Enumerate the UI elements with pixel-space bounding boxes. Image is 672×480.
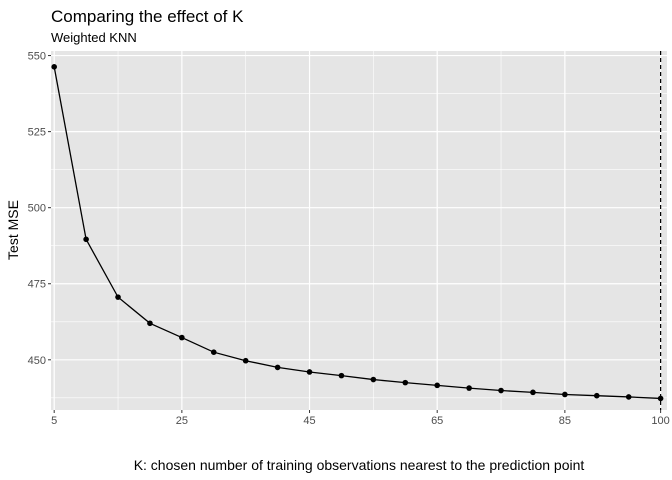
y-axis-ticks: 450 475 500 525 550: [28, 51, 51, 367]
y-tick-label: 450: [28, 355, 46, 367]
x-tick-label: 100: [651, 415, 669, 427]
data-point: [147, 320, 153, 327]
plot-panel: [51, 51, 667, 410]
data-point: [115, 294, 121, 300]
data-point: [51, 64, 57, 70]
data-point: [370, 376, 377, 383]
data-series: [51, 64, 664, 402]
data-point: [530, 389, 536, 396]
y-tick-label: 525: [28, 127, 46, 139]
data-point: [306, 369, 313, 375]
data-point: [83, 236, 89, 243]
data-point: [562, 391, 568, 398]
x-tick-label: 45: [303, 415, 315, 427]
y-axis-label: Test MSE: [5, 200, 21, 260]
data-point: [179, 334, 185, 341]
x-tick-label: 65: [431, 415, 443, 427]
y-tick-label: 500: [28, 203, 46, 215]
series-line: [53, 66, 661, 400]
chart-subtitle: Weighted KNN: [51, 30, 137, 45]
x-tick-label: 5: [51, 415, 57, 427]
x-axis-label: K: chosen number of training observation…: [134, 457, 585, 473]
x-tick-label: 85: [559, 415, 571, 427]
x-axis-ticks: 5 25 45 65 85 100: [51, 410, 670, 427]
data-point: [402, 379, 409, 386]
data-point: [657, 395, 664, 402]
data-point: [625, 394, 632, 400]
y-tick-label: 475: [28, 279, 46, 291]
data-point: [274, 364, 281, 371]
x-tick-label: 25: [176, 415, 188, 427]
data-point: [210, 349, 217, 355]
data-point: [466, 385, 472, 391]
data-point: [338, 372, 345, 379]
grid-lines: [51, 51, 667, 410]
y-tick-label: 550: [28, 51, 46, 63]
chart-title: Comparing the effect of K: [51, 7, 244, 26]
data-point: [593, 392, 600, 399]
data-point: [498, 387, 504, 394]
data-point: [242, 357, 249, 364]
data-point: [434, 382, 440, 389]
